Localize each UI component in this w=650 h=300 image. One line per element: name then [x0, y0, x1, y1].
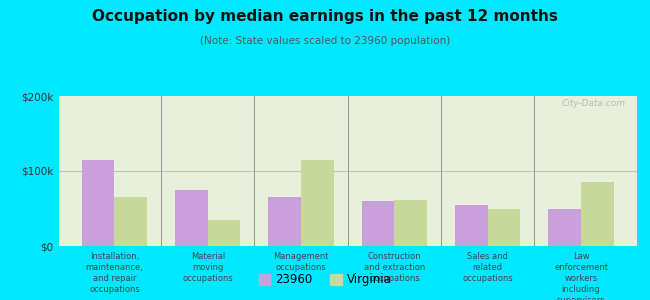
Bar: [549, 208, 581, 246]
Bar: [208, 220, 240, 246]
Bar: [301, 160, 333, 246]
Legend: 23960, Virginia: 23960, Virginia: [254, 269, 396, 291]
Bar: [455, 205, 488, 246]
Text: Occupation by median earnings in the past 12 months: Occupation by median earnings in the pas…: [92, 9, 558, 24]
Bar: [268, 197, 301, 246]
Bar: [82, 160, 114, 246]
Bar: [581, 182, 614, 246]
Bar: [488, 208, 521, 246]
Bar: [395, 200, 427, 246]
Bar: [362, 201, 395, 246]
Text: City-Data.com: City-Data.com: [562, 99, 625, 108]
Text: (Note: State values scaled to 23960 population): (Note: State values scaled to 23960 popu…: [200, 36, 450, 46]
Bar: [114, 197, 147, 246]
Bar: [175, 190, 208, 246]
